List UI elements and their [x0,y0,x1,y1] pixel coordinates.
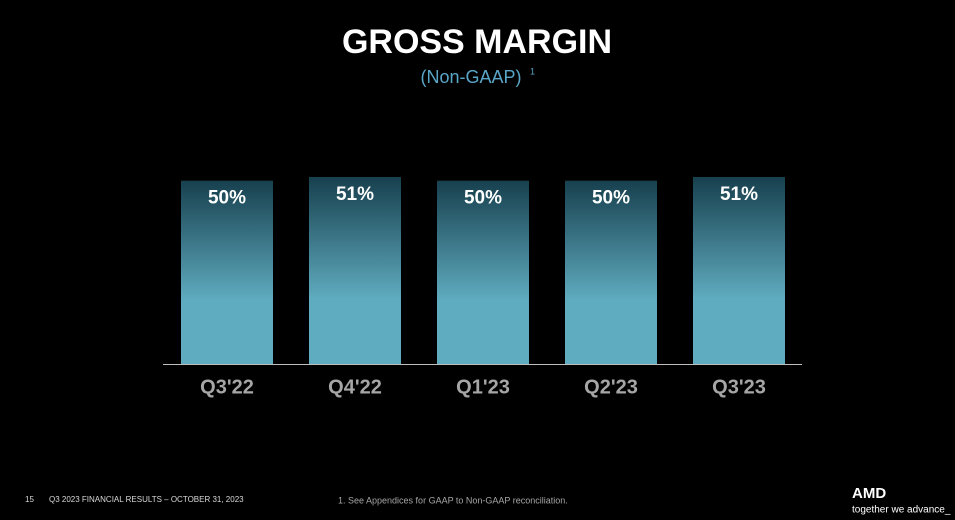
value-label: 51% [720,184,758,205]
chart-subtitle: (Non-GAAP) [420,67,521,87]
value-label: 50% [592,188,630,209]
page-number: 15 [25,495,34,504]
footnote: 1. See Appendices for GAAP to Non-GAAP r… [338,495,568,505]
chart-title: GROSS MARGIN [342,23,612,61]
brand-logo: AMD [852,485,886,502]
x-tick-label: Q3'22 [200,376,254,398]
bar [693,177,785,364]
bar [565,180,657,364]
x-tick-label: Q3'23 [712,376,766,398]
x-tick-label: Q1'23 [456,376,510,398]
tagline: together we advance_ [852,505,951,516]
x-tick-label: Q4'22 [328,376,382,398]
footer-text: Q3 2023 FINANCIAL RESULTS – OCTOBER 31, … [49,495,244,504]
footnote-marker: 1 [530,66,535,76]
value-label: 51% [336,184,374,205]
bar [309,177,401,364]
bar [181,180,273,364]
value-label: 50% [464,188,502,209]
value-label: 50% [208,188,246,209]
bar [437,180,529,364]
x-tick-label: Q2'23 [584,376,638,398]
